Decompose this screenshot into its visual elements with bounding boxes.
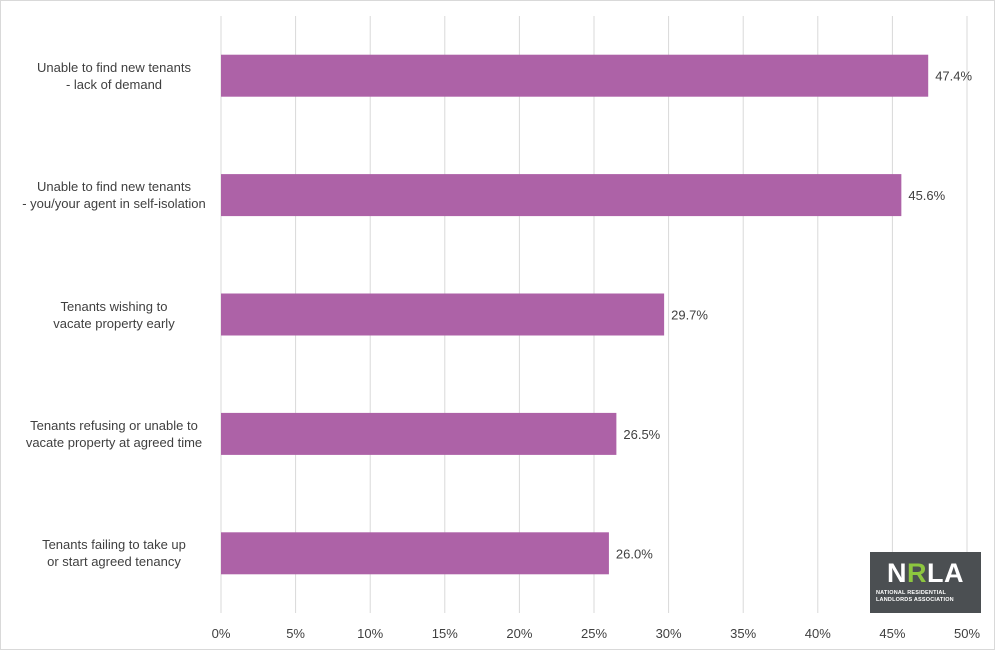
x-tick-label: 0% <box>212 626 231 641</box>
logo-letter-r: R <box>907 558 927 588</box>
category-label-line: or start agreed tenancy <box>47 554 181 570</box>
logo-subtitle-line: NATIONAL RESIDENTIAL <box>876 590 947 596</box>
x-tick-label: 45% <box>879 626 905 641</box>
category-label-line: Tenants failing to take up <box>42 537 186 553</box>
bar <box>221 174 902 217</box>
category-label-line: Unable to find new tenants <box>37 179 191 195</box>
logo-letter-n: N <box>887 558 907 588</box>
x-tick-label: 30% <box>656 626 682 641</box>
category-label: Tenants failing to take up or start agree… <box>14 536 214 570</box>
category-label-line: vacate property at agreed time <box>25 434 203 450</box>
x-tick-label: 5% <box>286 626 305 641</box>
category-label-line: vacate property early <box>53 315 175 331</box>
logo-subtitle-line: LANDLORDS ASSOCIATION <box>876 597 954 603</box>
category-label-line: Tenants wishing to <box>60 298 168 314</box>
category-label: Unable to find new tenants - lack of dema… <box>14 59 214 93</box>
logo-subtitle: NATIONAL RESIDENTIAL LANDLORDS ASSOCIATI… <box>876 590 976 604</box>
logo-letters-la: LA <box>927 558 964 588</box>
x-tick-label: 40% <box>805 626 831 641</box>
category-label: Tenants wishing to vacate property early <box>14 298 214 332</box>
data-label: 26.0% <box>616 546 653 561</box>
x-tick-label: 25% <box>581 626 607 641</box>
data-label: 45.6% <box>908 188 945 203</box>
category-label-line: Tenants refusing or unable to <box>30 417 198 433</box>
logo-wordmark: NRLA <box>870 558 981 588</box>
category-label-line: Unable to find new tenants <box>37 59 191 75</box>
data-label: 26.5% <box>623 427 660 442</box>
bar <box>221 293 665 336</box>
x-tick-label: 50% <box>954 626 980 641</box>
category-label-line: - you/your agent in self-isolation <box>22 196 206 212</box>
x-tick-label: 20% <box>506 626 532 641</box>
x-tick-label: 15% <box>432 626 458 641</box>
category-label: Tenants refusing or unable to vacate prop… <box>14 417 214 451</box>
data-label: 47.4% <box>935 69 972 84</box>
bar <box>221 532 609 575</box>
data-label: 29.7% <box>671 308 708 323</box>
x-tick-label: 10% <box>357 626 383 641</box>
bar <box>221 54 929 97</box>
category-label: Unable to find new tenants - you/your age… <box>14 178 214 212</box>
bar <box>221 412 617 455</box>
category-label-line: - lack of demand <box>65 76 163 92</box>
x-tick-label: 35% <box>730 626 756 641</box>
nrla-logo: NRLA NATIONAL RESIDENTIAL LANDLORDS ASSO… <box>870 552 981 613</box>
